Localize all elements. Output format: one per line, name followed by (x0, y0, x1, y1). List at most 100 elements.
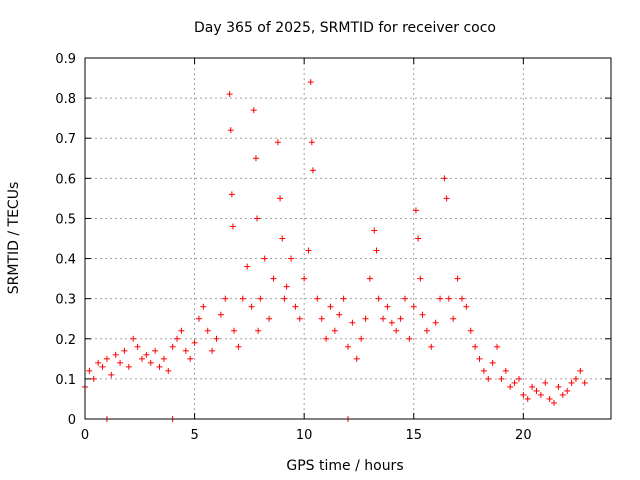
x-tick-label: 10 (296, 428, 313, 443)
data-point (533, 387, 540, 394)
data-point (494, 343, 501, 350)
data-point (511, 379, 518, 386)
y-tick-labels: 0 0.1 0.2 0.3 0.4 0.5 0.6 0.7 0.8 0.9 (55, 52, 76, 428)
data-point (307, 79, 314, 86)
data-point (397, 315, 404, 322)
data-point (112, 351, 119, 358)
data-point (384, 303, 391, 310)
data-point (257, 295, 264, 302)
data-point (362, 315, 369, 322)
data-point (288, 255, 295, 262)
data-point (309, 167, 316, 174)
data-point (428, 343, 435, 350)
data-point (349, 319, 356, 326)
data-point (213, 335, 220, 342)
y-tick-label: 0.4 (55, 253, 76, 268)
x-tick-label: 15 (405, 428, 422, 443)
data-point (121, 347, 128, 354)
data-point (412, 207, 419, 214)
data-point (437, 295, 444, 302)
data-point (86, 367, 93, 374)
data-point (318, 315, 325, 322)
data-point (283, 283, 290, 290)
data-point (358, 335, 365, 342)
data-point (441, 175, 448, 182)
data-point (388, 319, 395, 326)
data-point (178, 327, 185, 334)
data-point (559, 391, 566, 398)
data-point (564, 387, 571, 394)
data-point (182, 347, 189, 354)
data-point (515, 375, 522, 382)
data-point (169, 343, 176, 350)
data-point (277, 195, 284, 202)
data-point (485, 375, 492, 382)
data-point (95, 359, 102, 366)
data-point (90, 375, 97, 382)
data-point (235, 343, 242, 350)
data-point (454, 275, 461, 282)
data-point (227, 127, 234, 134)
data-point (432, 319, 439, 326)
data-point (371, 227, 378, 234)
data-point (250, 107, 257, 114)
y-tick-label: 0.5 (55, 212, 76, 227)
data-point (103, 355, 110, 362)
data-point (301, 275, 308, 282)
data-point (160, 355, 167, 362)
x-tick-label: 5 (190, 428, 198, 443)
data-point (152, 347, 159, 354)
data-point (239, 295, 246, 302)
y-tick-label: 0.7 (55, 132, 76, 147)
data-point (476, 355, 483, 362)
data-point (296, 315, 303, 322)
data-point (366, 275, 373, 282)
data-point (305, 247, 312, 254)
y-tick-label: 0.1 (55, 373, 76, 388)
data-point (323, 335, 330, 342)
data-point (195, 315, 202, 322)
data-point (502, 367, 509, 374)
data-point (130, 335, 137, 342)
data-point (266, 315, 273, 322)
data-point (417, 275, 424, 282)
data-point (292, 303, 299, 310)
data-point (555, 383, 562, 390)
y-tick-label: 0.3 (55, 293, 76, 308)
x-tick-label: 0 (81, 428, 89, 443)
data-point (551, 399, 558, 406)
data-point (401, 295, 408, 302)
y-tick-label: 0 (68, 413, 76, 428)
data-point (308, 139, 315, 146)
data-point (174, 335, 181, 342)
data-point (529, 383, 536, 390)
data-point (187, 355, 194, 362)
data-point (261, 255, 268, 262)
data-point (314, 295, 321, 302)
data-point (117, 359, 124, 366)
chart-title: Day 365 of 2025, SRMTID for receiver coc… (194, 20, 496, 36)
data-point (581, 379, 588, 386)
y-tick-label: 0.9 (55, 52, 76, 67)
data-point (393, 327, 400, 334)
data-point (228, 191, 235, 198)
data-point (568, 379, 575, 386)
data-point (125, 363, 132, 370)
data-point (546, 395, 553, 402)
data-point (279, 235, 286, 242)
data-point (134, 343, 141, 350)
data-point (99, 363, 106, 370)
data-point (472, 343, 479, 350)
data-point (331, 327, 338, 334)
data-point (226, 91, 233, 98)
y-tick-label: 0.2 (55, 333, 76, 348)
data-point (406, 335, 413, 342)
data-point (345, 343, 351, 350)
data-point (542, 379, 549, 386)
data-point (450, 315, 457, 322)
data-point (380, 315, 387, 322)
data-point (229, 223, 236, 230)
x-tick-label: 20 (515, 428, 532, 443)
data-point (340, 295, 347, 302)
data-point (327, 303, 334, 310)
